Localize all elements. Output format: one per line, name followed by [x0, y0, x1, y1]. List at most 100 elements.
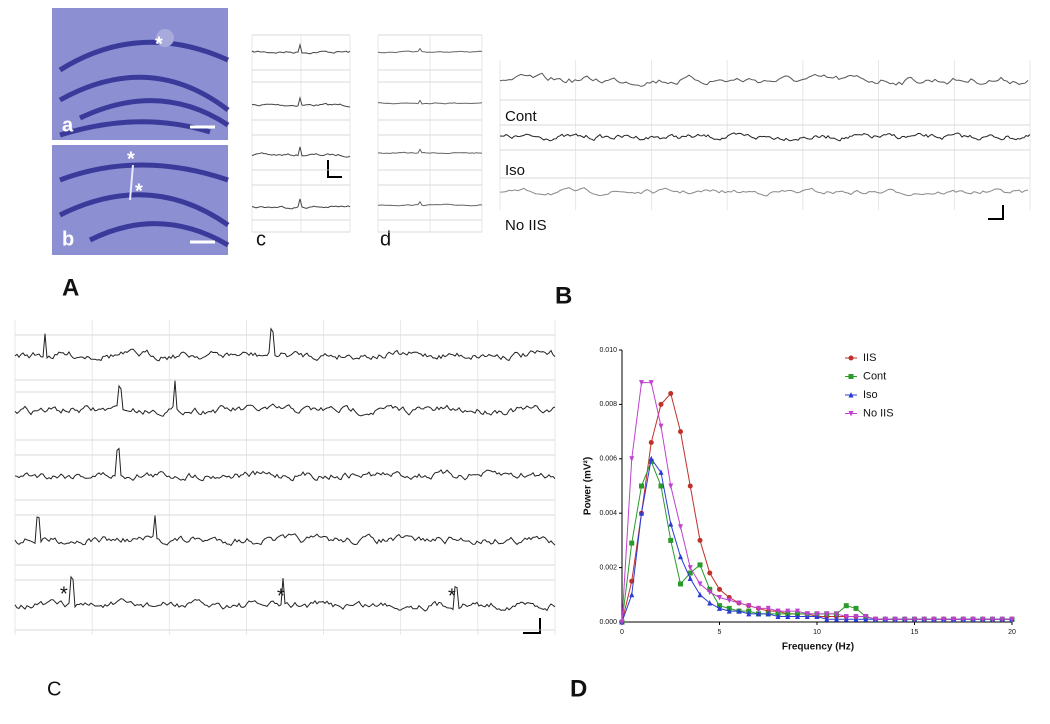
data-point	[658, 483, 664, 489]
data-point	[882, 616, 888, 623]
x-tick-label: 15	[911, 629, 919, 636]
data-point	[775, 608, 781, 615]
electrode-track	[129, 164, 134, 201]
data-point	[853, 605, 859, 611]
data-point	[678, 524, 683, 530]
asterisk: *	[448, 585, 456, 607]
data-point	[931, 616, 937, 623]
data-point	[707, 589, 713, 596]
data-point	[668, 483, 674, 489]
eeg-trace	[251, 198, 351, 210]
asterisk: *	[135, 180, 143, 202]
data-point	[775, 613, 781, 620]
eeg-trace	[251, 146, 351, 158]
data-point	[668, 537, 674, 543]
eeg-trace	[499, 187, 1029, 197]
subpanel-label: c	[256, 228, 266, 250]
panel-label: B	[555, 282, 572, 309]
data-point	[687, 565, 693, 571]
data-point	[717, 605, 722, 611]
data-point	[707, 586, 713, 592]
data-point	[990, 616, 995, 623]
data-point	[697, 591, 703, 598]
data-point	[678, 429, 683, 435]
data-point	[921, 616, 927, 623]
data-point	[658, 469, 664, 475]
trace-label: No IIS	[505, 217, 547, 234]
data-point	[726, 608, 732, 614]
data-point	[668, 391, 674, 397]
eeg-trace	[14, 575, 556, 612]
eeg-trace	[499, 72, 1029, 87]
data-point	[912, 616, 917, 623]
data-point	[951, 616, 956, 623]
data-point	[619, 619, 625, 625]
y-tick-label: 0.004	[599, 510, 617, 517]
data-point	[629, 456, 635, 462]
y-axis-label: Power (mV²)	[583, 457, 594, 515]
subpanel-label: b	[62, 228, 74, 250]
data-point	[658, 401, 664, 407]
data-point	[707, 599, 713, 606]
data-point	[687, 575, 693, 581]
trace-label: Cont	[505, 108, 538, 125]
data-point	[1009, 616, 1015, 623]
data-point	[639, 380, 644, 386]
scale-bar	[523, 618, 541, 634]
data-point	[658, 423, 664, 430]
data-point	[902, 616, 908, 623]
eeg-trace	[251, 42, 351, 55]
asterisk: *	[60, 583, 68, 605]
data-point	[814, 611, 820, 617]
trace-label: Iso	[505, 162, 525, 179]
data-point	[687, 483, 693, 489]
data-point	[892, 616, 898, 623]
data-point	[824, 616, 830, 622]
y-tick-label: 0.000	[599, 619, 617, 626]
data-point	[785, 608, 791, 615]
data-point	[746, 603, 752, 609]
x-tick-label: 0	[620, 629, 624, 636]
x-tick-label: 10	[813, 629, 821, 636]
asterisk: *	[277, 585, 285, 607]
data-point	[736, 608, 742, 614]
subpanel-label: d	[380, 228, 391, 250]
data-point	[970, 616, 976, 623]
legend-marker	[848, 411, 854, 417]
x-tick-label: 5	[718, 629, 722, 636]
series-line	[621, 457, 1012, 623]
legend-label: Iso	[863, 389, 878, 401]
data-point	[834, 616, 839, 622]
data-point	[648, 455, 654, 462]
eeg-trace	[14, 515, 556, 547]
data-point	[648, 380, 654, 386]
data-point	[960, 616, 966, 623]
data-point	[697, 562, 703, 568]
subpanel-label: a	[62, 114, 74, 136]
eeg-trace	[14, 327, 556, 362]
data-point	[804, 611, 810, 617]
histology-b	[52, 145, 230, 255]
legend-marker	[848, 355, 854, 361]
data-point	[629, 540, 635, 546]
data-point	[999, 616, 1005, 623]
data-point	[746, 610, 752, 617]
legend-label: Cont	[863, 370, 886, 382]
scale-bar	[988, 205, 1004, 220]
data-point	[707, 570, 713, 576]
data-point	[756, 610, 761, 617]
y-tick-label: 0.006	[599, 456, 617, 463]
panel-label: A	[62, 274, 79, 301]
series-line	[621, 392, 1012, 623]
legend-marker	[848, 392, 854, 398]
data-point	[795, 613, 800, 620]
eeg-trace	[377, 148, 483, 155]
data-point	[726, 597, 732, 604]
data-point	[863, 614, 869, 620]
series-line	[621, 460, 1012, 623]
data-point	[678, 581, 683, 587]
legend-marker	[848, 374, 854, 379]
y-tick-label: 0.010	[599, 347, 617, 354]
eeg-trace	[251, 95, 351, 108]
